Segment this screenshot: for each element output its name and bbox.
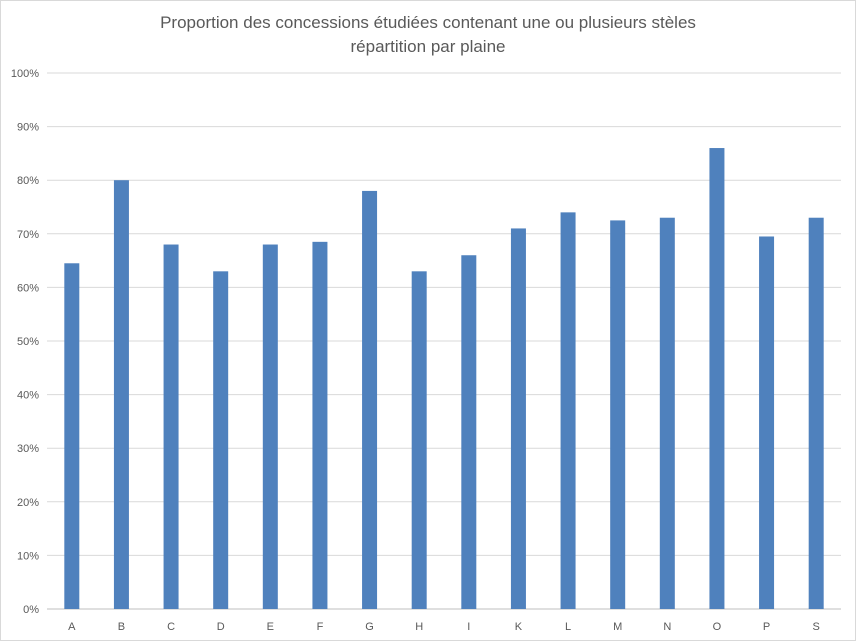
bar-k xyxy=(510,228,526,609)
y-tick-label: 40% xyxy=(17,390,39,402)
bar-n xyxy=(659,217,675,609)
x-tick-label: L xyxy=(565,621,571,633)
y-tick-label: 10% xyxy=(17,550,39,562)
x-tick-label: G xyxy=(365,621,374,633)
y-tick-label: 60% xyxy=(17,282,39,294)
x-tick-label: I xyxy=(467,621,470,633)
bar-b xyxy=(113,180,129,609)
bar-c xyxy=(163,244,179,609)
x-tick-label: H xyxy=(415,621,423,633)
x-tick-label: F xyxy=(317,621,324,633)
x-tick-label: C xyxy=(167,621,175,633)
x-tick-label: O xyxy=(713,621,722,633)
x-tick-label: D xyxy=(217,621,225,633)
gridlines xyxy=(47,72,841,610)
bar-i xyxy=(461,255,477,610)
bar-f xyxy=(312,241,328,609)
y-tick-label: 70% xyxy=(17,229,39,241)
chart-subtitle: répartition par plaine xyxy=(350,37,506,56)
y-tick-label: 80% xyxy=(17,175,39,187)
bar-o xyxy=(709,148,725,610)
bar-s xyxy=(808,217,824,609)
x-tick-label: N xyxy=(663,621,671,633)
x-tick-label: M xyxy=(613,621,622,633)
y-tick-label: 0% xyxy=(23,604,39,616)
y-tick-label: 90% xyxy=(17,122,39,134)
y-axis: 0% 10% 20% 30% 40% 50% 60% 70% 80% 90% 100% xyxy=(11,68,39,616)
bar-m xyxy=(610,220,626,609)
bars xyxy=(64,148,824,610)
x-tick-label: P xyxy=(763,621,770,633)
x-tick-label: A xyxy=(68,621,76,633)
x-tick-label: B xyxy=(118,621,125,633)
x-tick-label: E xyxy=(267,621,274,633)
bar-l xyxy=(560,212,576,610)
bar-d xyxy=(213,271,229,609)
bar-p xyxy=(759,236,775,610)
bar-g xyxy=(362,190,378,610)
x-tick-label: S xyxy=(813,621,820,633)
bar-e xyxy=(262,244,278,609)
x-tick-label: K xyxy=(515,621,523,633)
chart-title: Proportion des concessions étudiées cont… xyxy=(160,13,696,32)
y-tick-label: 30% xyxy=(17,443,39,455)
chart-title-block: Proportion des concessions étudiées cont… xyxy=(1,11,855,59)
y-tick-label: 50% xyxy=(17,336,39,348)
bar-h xyxy=(411,271,427,609)
bar-a xyxy=(64,263,80,609)
y-tick-label: 100% xyxy=(11,68,39,80)
y-tick-label: 20% xyxy=(17,497,39,509)
